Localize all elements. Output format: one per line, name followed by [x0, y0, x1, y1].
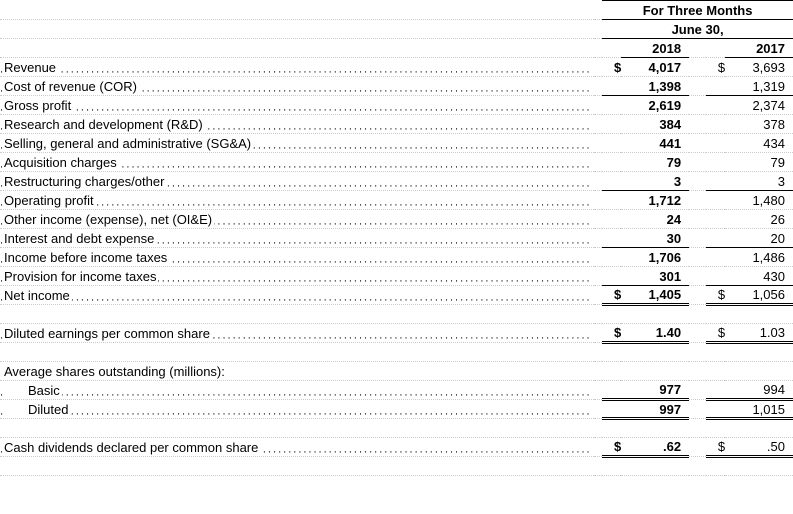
- income-statement-table: For Three Months June 30, 2018 2017 ....…: [0, 0, 793, 476]
- row-diluted-shares: ........................................…: [0, 400, 793, 419]
- row-diluted-eps: ........................................…: [0, 324, 793, 343]
- row-tax: ........................................…: [0, 267, 793, 286]
- year-current: 2018: [621, 39, 689, 58]
- period-ending: June 30,: [602, 20, 793, 39]
- row-gross-profit: ........................................…: [0, 96, 793, 115]
- row-interest: ........................................…: [0, 229, 793, 248]
- row-dividends: ........................................…: [0, 438, 793, 457]
- row-oie: ........................................…: [0, 210, 793, 229]
- row-shares-header: Average shares outstanding (millions):: [0, 362, 793, 381]
- year-prior: 2017: [725, 39, 793, 58]
- row-restructuring: ........................................…: [0, 172, 793, 191]
- row-revenue: ........................................…: [0, 58, 793, 77]
- row-acq: ........................................…: [0, 153, 793, 172]
- row-sga: ........................................…: [0, 134, 793, 153]
- row-rd: ........................................…: [0, 115, 793, 134]
- row-net-income: ........................................…: [0, 286, 793, 305]
- row-op-profit: ........................................…: [0, 191, 793, 210]
- row-cor: ........................................…: [0, 77, 793, 96]
- period-header: For Three Months: [602, 1, 793, 20]
- row-basic-shares: ........................................…: [0, 381, 793, 400]
- row-ibit: ........................................…: [0, 248, 793, 267]
